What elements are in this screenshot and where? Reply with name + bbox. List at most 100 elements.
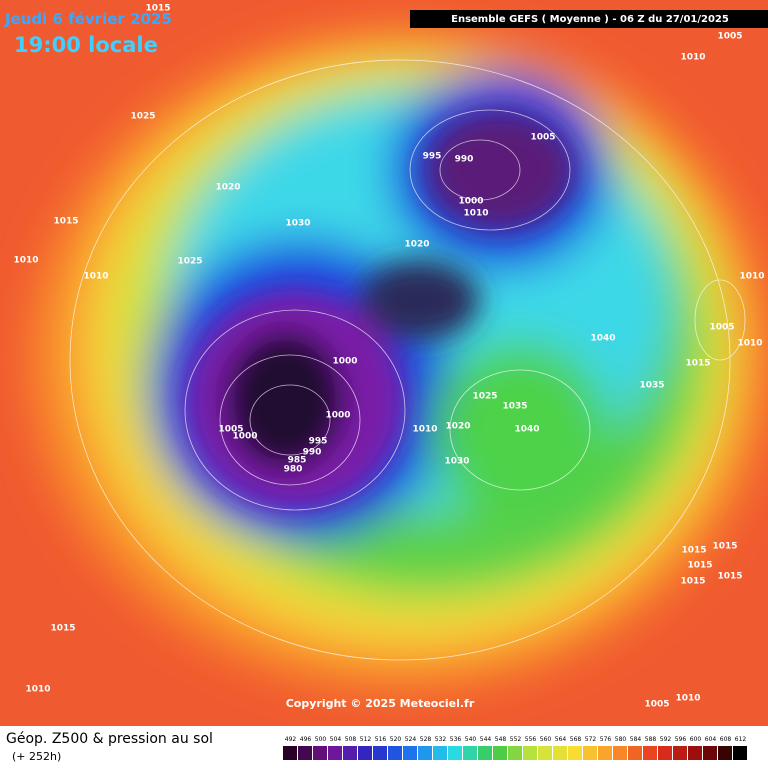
isobar-label: 1015 [712,542,737,552]
scale-cell [643,746,657,760]
isobar-label: 1015 [687,561,712,571]
isobar-label: 1010 [83,272,108,282]
scale-label: 608 [720,736,732,743]
isobar-label: 1010 [463,209,488,219]
isobar-labels: 1015 1005 1010 1025 1005 995 990 1020 1000 1010 10… [13,4,764,710]
scale-cell [418,746,432,760]
scale-label: 492 [285,736,297,743]
scale-label: 552 [510,736,522,743]
isobar-label: 1005 [218,425,243,435]
isobar-label: 980 [284,465,303,475]
isobar-label: 1000 [332,357,357,367]
scale-cell [598,746,612,760]
isobar-label: 1015 [685,359,710,369]
scale-label: 592 [660,736,672,743]
scale-cell [628,746,642,760]
scale-label: 600 [690,736,702,743]
scale-label: 540 [465,736,477,743]
isobar-label: 995 [309,437,328,447]
isobar-label: 1015 [681,546,706,556]
scale-label: 576 [600,736,612,743]
scale-label: 572 [585,736,597,743]
run-info: Ensemble GEFS ( Moyenne ) - 06 Z du 27/0… [451,14,729,25]
scale-cell [523,746,537,760]
scale-label: 604 [705,736,717,743]
scale-label: 548 [495,736,507,743]
scale-cell [403,746,417,760]
scale-label: 584 [630,736,642,743]
scale-label: 560 [540,736,552,743]
scale-cell [328,746,342,760]
scale-label: 516 [375,736,387,743]
isobar-label: 1015 [717,572,742,582]
scale-cell [343,746,357,760]
date: Jeudi 6 février 2025 [4,10,172,28]
scale-label: 588 [645,736,657,743]
isobar-label: 1015 [53,217,78,227]
scale-label: 596 [675,736,687,743]
scale-cell [538,746,552,760]
scale-cell [688,746,702,760]
run-box [410,10,768,28]
scale-cell [613,746,627,760]
scale-cell [463,746,477,760]
isobar-label: 1005 [530,133,555,143]
low-centers [185,110,575,510]
scale-cell [493,746,507,760]
scale-label: 504 [330,736,342,743]
isobar-label: 990 [455,155,474,165]
isobar-label: 1010 [13,256,38,266]
scale-cell [658,746,672,760]
scale-cell [298,746,312,760]
scale-cell [508,746,522,760]
scale-label: 496 [300,736,312,743]
isobar-label: 1020 [404,240,429,250]
isobar-label: 1030 [444,457,469,467]
isobar-label: 1040 [590,334,615,344]
scale-cell [313,746,327,760]
scale-cell [568,746,582,760]
isobar-label: 1010 [739,272,764,282]
isobar-label: 1020 [215,183,240,193]
isobar-label: 1035 [639,381,664,391]
isobars [69,59,746,661]
scale-cell [583,746,597,760]
scale-cell [373,746,387,760]
color-scale: 492 496 500 504 508 512 516 520 524 528 532 536 540 5… [283,736,747,760]
scale-cell [283,746,297,760]
isobar-label: 1025 [472,392,497,402]
scale-label: 532 [435,736,447,743]
scale-label: 528 [420,736,432,743]
isobar-label: 1030 [285,219,310,229]
scale-label: 568 [570,736,582,743]
isobar-label: 1010 [25,685,50,695]
isobar-label: 1015 [145,4,170,14]
scale-cell [703,746,717,760]
scale-label: 580 [615,736,627,743]
scale-cell [478,746,492,760]
scale-label: 508 [345,736,357,743]
scale-label: 500 [315,736,327,743]
scale-cell [448,746,462,760]
scale-cell [553,746,567,760]
isobar-label: 1005 [717,32,742,42]
geopotential-field [30,30,768,690]
scale-label: 564 [555,736,567,743]
isobar-label: 985 [288,456,307,466]
scale-label: 556 [525,736,537,743]
scale-cell [673,746,687,760]
scale-label: 544 [480,736,492,743]
scale-cell [718,746,732,760]
scale-label: 512 [360,736,372,743]
scale-cell [733,746,747,760]
isobar-label: 1020 [445,422,470,432]
isobar-label: 1040 [514,425,539,435]
scale-label: 520 [390,736,402,743]
isobar-label: 1005 [644,700,669,710]
isobar-label: 1035 [502,402,527,412]
isobar-label: 1015 [680,577,705,587]
isobar-label: 1000 [325,411,350,421]
scale-cell [358,746,372,760]
scale-cell [433,746,447,760]
